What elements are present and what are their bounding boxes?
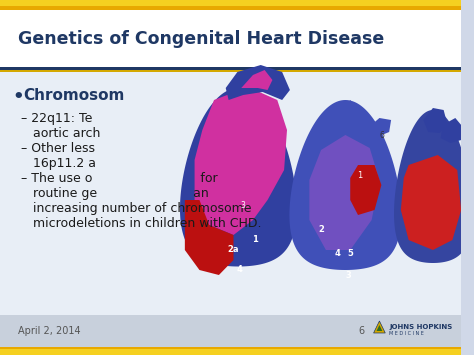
Polygon shape — [366, 118, 391, 138]
Text: routine ge                        an: routine ge an — [21, 187, 209, 200]
Text: 2a: 2a — [228, 246, 239, 255]
Polygon shape — [441, 118, 461, 143]
Text: 3: 3 — [346, 271, 351, 279]
Polygon shape — [310, 135, 379, 250]
Text: – The use o                           for: – The use o for — [21, 172, 218, 185]
Text: Chromosom: Chromosom — [23, 88, 125, 103]
Polygon shape — [195, 87, 287, 235]
Bar — [0, 67, 461, 70]
Text: 1: 1 — [357, 170, 362, 180]
Polygon shape — [350, 165, 382, 215]
Bar — [0, 6, 461, 10]
Text: microdeletions in children with CHD.: microdeletions in children with CHD. — [21, 217, 262, 230]
Text: – Other less: – Other less — [21, 142, 95, 155]
Text: 3: 3 — [241, 201, 246, 209]
Bar — [0, 347, 461, 352]
Polygon shape — [401, 155, 461, 250]
Text: 1: 1 — [252, 235, 258, 245]
Text: •: • — [13, 88, 24, 106]
Polygon shape — [241, 70, 273, 90]
Text: 4: 4 — [335, 248, 340, 257]
Polygon shape — [180, 88, 297, 267]
Bar — [0, 72, 461, 315]
Polygon shape — [374, 321, 385, 333]
Bar — [0, 315, 461, 347]
Polygon shape — [226, 65, 290, 100]
Text: 5: 5 — [347, 248, 353, 257]
Bar — [0, 8, 461, 68]
Text: April 2, 2014: April 2, 2014 — [18, 326, 80, 336]
Polygon shape — [333, 100, 358, 135]
Text: 16p11.2 a: 16p11.2 a — [21, 157, 96, 170]
Text: aortic arch: aortic arch — [21, 127, 101, 140]
Polygon shape — [423, 108, 447, 133]
Text: M E D I C I N E: M E D I C I N E — [389, 331, 424, 336]
Bar — [0, 70, 461, 72]
Polygon shape — [376, 325, 383, 331]
Polygon shape — [290, 100, 401, 270]
Text: JOHNS HOPKINS: JOHNS HOPKINS — [389, 324, 452, 330]
Text: 2: 2 — [318, 225, 324, 235]
Polygon shape — [394, 110, 472, 263]
Text: Genetics of Congenital Heart Disease: Genetics of Congenital Heart Disease — [18, 30, 384, 48]
Bar — [0, 0, 461, 8]
Text: – 22q11: Te: – 22q11: Te — [21, 112, 93, 125]
Text: 6: 6 — [379, 131, 384, 140]
Bar — [0, 349, 461, 355]
Text: 4: 4 — [237, 266, 242, 274]
Text: 6: 6 — [358, 326, 364, 336]
Text: increasing number of chromosome: increasing number of chromosome — [21, 202, 252, 215]
Polygon shape — [185, 200, 234, 275]
